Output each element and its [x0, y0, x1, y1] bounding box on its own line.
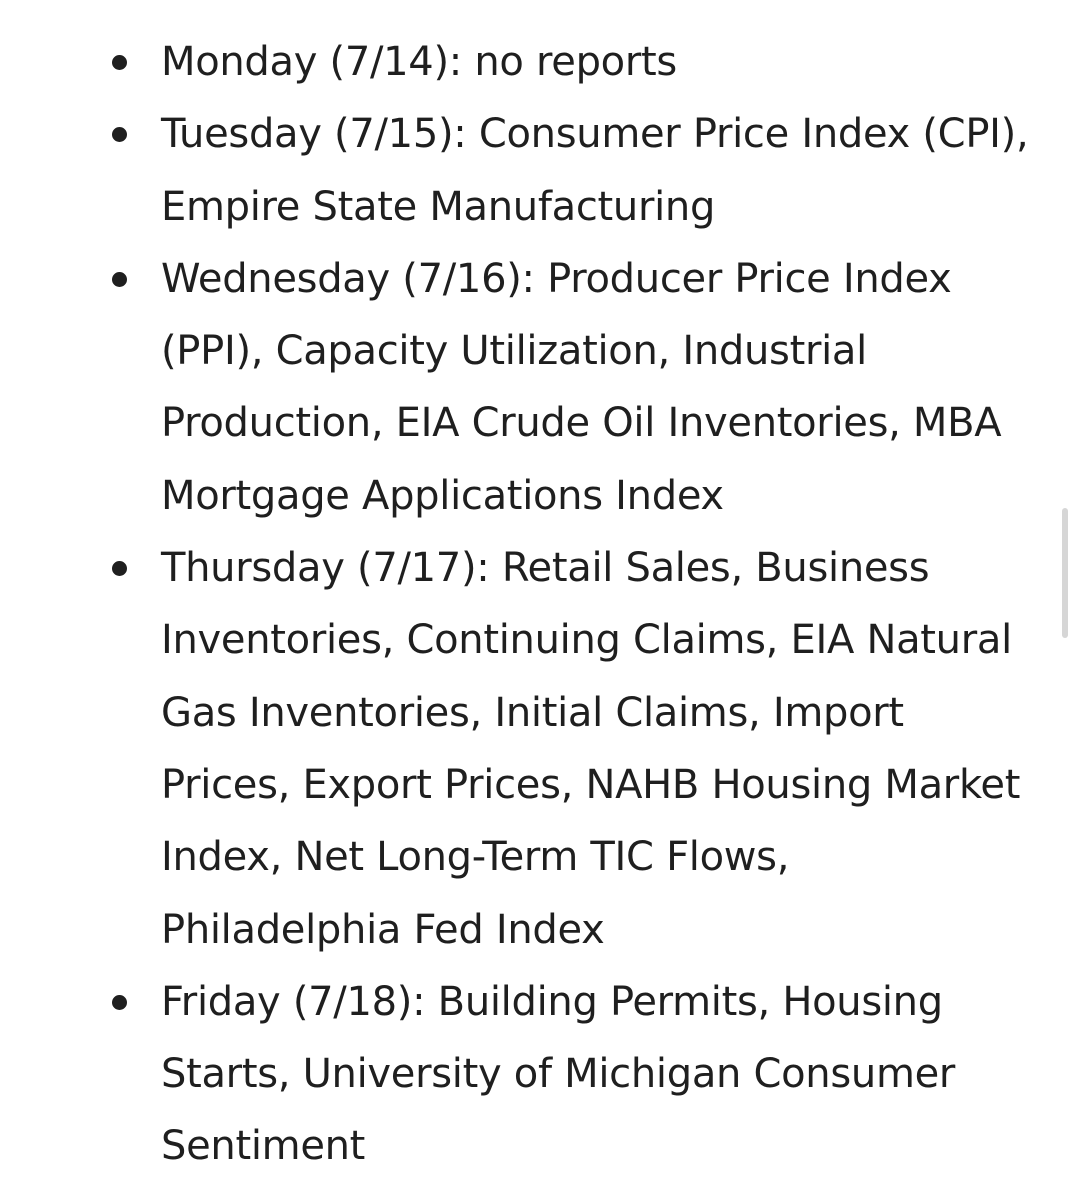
- list-item-text: Monday (7/14): no reports: [161, 39, 677, 85]
- bullet-icon: [112, 561, 127, 577]
- bullet-icon: [112, 127, 127, 143]
- list-item-text: Tuesday (7/15): Consumer Price Index (CP…: [161, 111, 1029, 230]
- list-item-monday: Monday (7/14): no reports: [112, 26, 1041, 98]
- list-item-tuesday: Tuesday (7/15): Consumer Price Index (CP…: [112, 98, 1041, 243]
- bullet-icon: [112, 994, 127, 1010]
- bullet-icon: [112, 271, 127, 287]
- list-item-text: Wednesday (7/16): Producer Price Index (…: [161, 255, 1002, 519]
- list-item-wednesday: Wednesday (7/16): Producer Price Index (…: [112, 243, 1041, 532]
- list-item-thursday: Thursday (7/17): Retail Sales, Business …: [112, 532, 1041, 966]
- list-item-text: Friday (7/18): Building Permits, Housing…: [161, 978, 956, 1170]
- list-item-text: Thursday (7/17): Retail Sales, Business …: [161, 545, 1021, 953]
- bullet-icon: [112, 55, 127, 70]
- list-item-friday: Friday (7/18): Building Permits, Housing…: [112, 966, 1041, 1183]
- economic-calendar-list: Monday (7/14): no reports Tuesday (7/15)…: [112, 26, 1041, 1183]
- scrollbar-thumb[interactable]: [1062, 508, 1068, 638]
